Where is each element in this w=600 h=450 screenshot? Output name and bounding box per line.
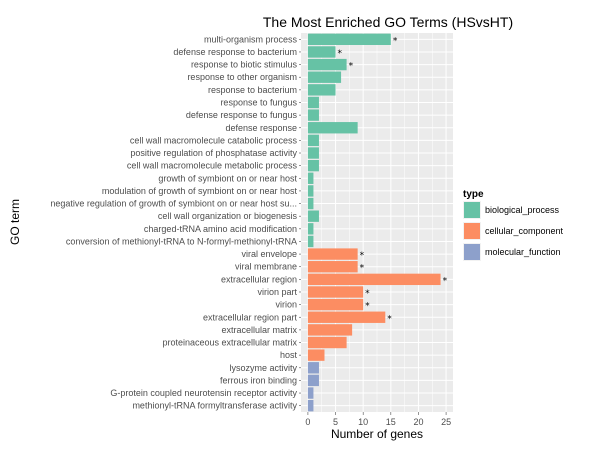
legend-swatch: [464, 223, 480, 239]
significance-star: *: [338, 49, 343, 59]
bar: [307, 336, 347, 349]
significance-star: *: [360, 264, 365, 274]
y-tick-label: response to fungus: [220, 97, 297, 107]
chart-title: The Most Enriched GO Terms (HSvsHT): [263, 14, 513, 30]
legend-label: cellular_component: [485, 226, 564, 236]
y-tick-label: viral membrane: [235, 262, 297, 272]
y-tick-label: host: [280, 350, 298, 360]
legend-label: molecular_function: [485, 247, 561, 257]
bar: [307, 399, 314, 412]
x-tick-label: 15: [386, 417, 396, 427]
x-tick-labels: 0 5 10 15 20 25: [305, 412, 451, 427]
y-tick-label: growth of symbiont on or near host: [158, 173, 297, 183]
bar: [307, 109, 319, 121]
significance-star: *: [393, 36, 398, 46]
bar: [307, 172, 314, 184]
bar: [307, 134, 319, 147]
bar: [307, 311, 386, 323]
y-tick-label: cell wall organization or biogenesis: [158, 211, 298, 221]
x-tick-label: 5: [333, 417, 338, 427]
y-tick-label: G-protein coupled neurotensin receptor a…: [110, 388, 297, 398]
y-tick-label: response to biotic stimulus: [191, 60, 298, 70]
significance-star: *: [349, 62, 354, 72]
significance-marks: * * * * * * * * *: [338, 36, 448, 324]
y-tick-label: negative regulation of growth of symbion…: [50, 199, 297, 209]
bar: [307, 298, 364, 311]
y-tick-label: multi-organism process: [204, 34, 298, 44]
significance-star: *: [365, 302, 370, 312]
bar: [307, 122, 358, 134]
significance-star: *: [365, 289, 370, 299]
x-tick-label: 0: [305, 417, 310, 427]
bar: [307, 349, 325, 361]
x-tick-label: 20: [413, 417, 423, 427]
y-tick-label: extracellular region: [221, 274, 297, 284]
bar: [307, 33, 391, 46]
bar: [307, 96, 319, 109]
bar: [307, 286, 364, 298]
significance-star: *: [387, 314, 392, 324]
legend-title: type: [463, 189, 484, 200]
y-tick-label: response to other organism: [187, 72, 297, 82]
y-tick-label: viral envelope: [241, 249, 297, 259]
bar: [307, 159, 319, 172]
legend: type biological_process cellular_componen…: [463, 189, 564, 261]
bar: [307, 223, 314, 235]
y-tick-label: lysozyme activity: [229, 363, 297, 373]
y-tick-label: ferrous iron binding: [220, 375, 297, 385]
y-tick-labels: multi-organism process defense response t…: [50, 34, 301, 411]
bar: [307, 71, 342, 83]
y-tick-label: methionyl-tRNA formyltransferase activit…: [132, 401, 297, 411]
y-tick-label: virion: [275, 300, 297, 310]
y-tick-label: extracellular matrix: [221, 325, 297, 335]
grid-lines: [301, 33, 453, 412]
y-tick-label: response to bacterium: [208, 85, 297, 95]
bar: [307, 374, 319, 387]
y-tick-label: extracellular region part: [203, 312, 298, 322]
significance-star: *: [360, 251, 365, 261]
bar: [307, 248, 358, 260]
bar: [307, 84, 336, 96]
y-tick-label: defense response: [225, 123, 297, 133]
bar: [307, 210, 319, 222]
x-axis-title: Number of genes: [331, 427, 423, 441]
x-tick-label: 10: [358, 417, 368, 427]
bar: [307, 58, 347, 71]
bars: [307, 33, 441, 412]
y-tick-label: cell wall macromolecule metabolic proces…: [127, 161, 298, 171]
y-tick-label: proteinaceous extracellular matrix: [162, 338, 297, 348]
bar: [307, 387, 314, 399]
bar: [307, 147, 319, 159]
bar: [307, 362, 319, 374]
bar: [307, 273, 441, 286]
bar: [307, 235, 314, 248]
y-tick-label: virion part: [257, 287, 297, 297]
bar: [307, 324, 353, 336]
legend-label: biological_process: [485, 205, 560, 215]
y-tick-label: positive regulation of phosphatase activ…: [130, 148, 297, 158]
x-tick-label: 25: [441, 417, 451, 427]
bar: [307, 261, 358, 273]
y-tick-label: conversion of methionyl-tRNA to N-formyl…: [66, 236, 297, 246]
y-tick-label: charged-tRNA amino acid modification: [144, 224, 297, 234]
y-tick-label: defense response to bacterium: [173, 47, 297, 57]
significance-star: *: [443, 276, 448, 286]
bar: [307, 46, 336, 58]
y-tick-label: modulation of growth of symbiont on or n…: [102, 186, 298, 196]
legend-entries: biological_process cellular_componentmole…: [463, 201, 564, 261]
y-tick-label: cell wall macromolecule catabolic proces…: [130, 135, 298, 145]
y-axis-title: GO term: [8, 199, 22, 245]
bar: [307, 185, 314, 197]
y-tick-label: defense response to fungus: [186, 110, 298, 120]
legend-swatch: [464, 244, 480, 260]
bar: [307, 197, 314, 210]
legend-swatch: [464, 202, 480, 218]
